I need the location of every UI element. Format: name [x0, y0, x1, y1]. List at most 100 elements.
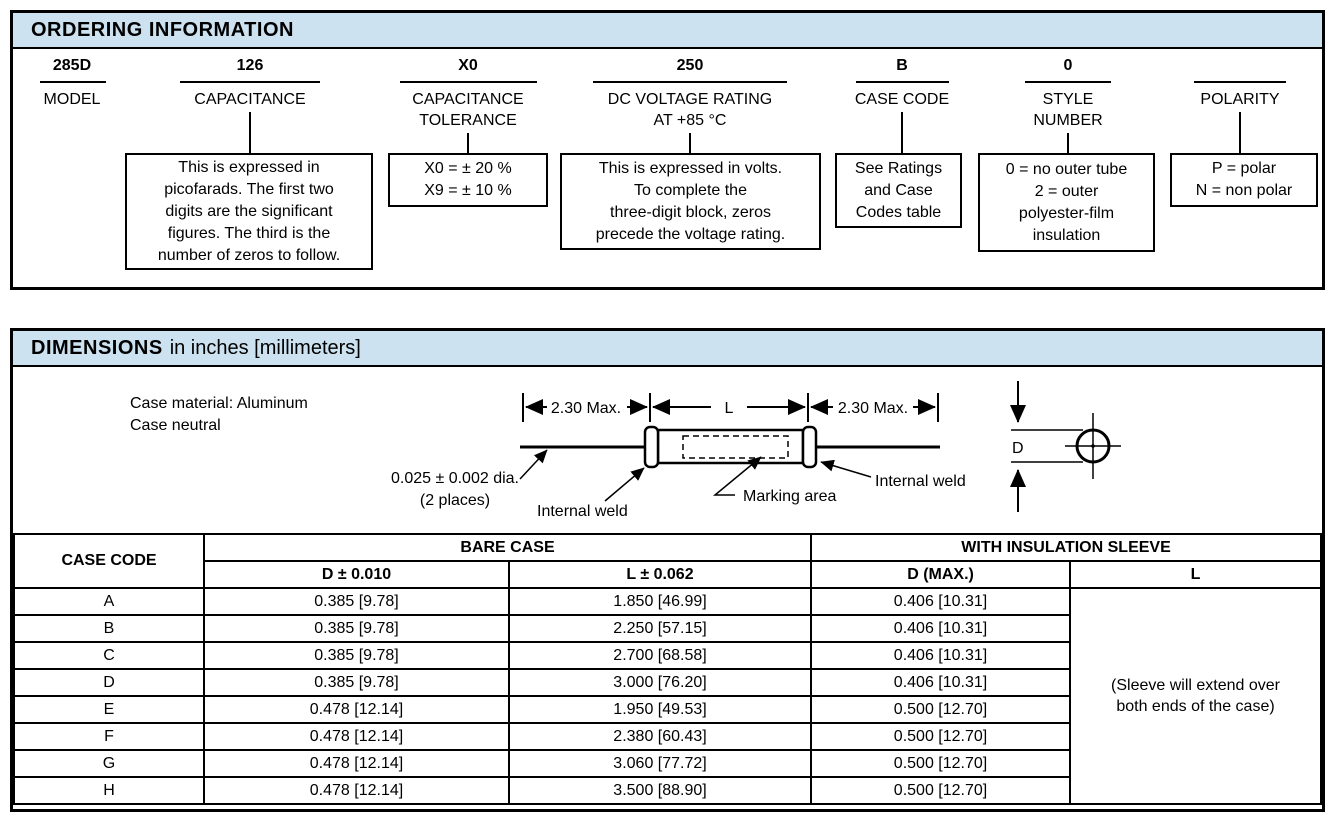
- cell-d: 0.478 [12.14]: [203, 749, 510, 778]
- cell-d: 0.478 [12.14]: [203, 722, 510, 751]
- cell-d-max: 0.500 [12.70]: [810, 776, 1072, 805]
- style-number-note: 0 = no outer tube 2 = outer polyester-fi…: [978, 153, 1155, 252]
- header-with-insulation-sleeve: WITH INSULATION SLEEVE: [810, 533, 1322, 562]
- voltage-code: 250: [676, 57, 704, 74]
- model-label: MODEL: [43, 91, 101, 108]
- header-case-code: CASE CODE: [13, 533, 205, 589]
- cell-l: 2.380 [60.43]: [507, 722, 813, 751]
- cell-d-max: 0.406 [10.31]: [810, 641, 1072, 670]
- table-row: E 0.478 [12.14] 1.950 [49.53] 0.500 [12.…: [13, 695, 1321, 724]
- cell-l: 2.700 [68.58]: [507, 641, 813, 670]
- left-end-cap: [643, 425, 660, 469]
- internal-weld-left-label: Internal weld: [537, 503, 628, 520]
- voltage-connector: [689, 133, 691, 153]
- dimensions-section: DIMENSIONS in inches [millimeters] Case …: [10, 328, 1325, 812]
- cell-l: 3.060 [77.72]: [507, 749, 813, 778]
- voltage-label: DC VOLTAGE RATING AT +85 °C: [607, 91, 773, 129]
- lead-diameter-leader: [519, 449, 548, 480]
- cell-d-max: 0.406 [10.31]: [810, 614, 1072, 643]
- case-code-note: See Ratings and Case Codes table: [835, 153, 962, 228]
- lead-diameter-places-label: (2 places): [420, 492, 490, 509]
- tolerance-code: X0: [458, 57, 478, 74]
- cell-l: 3.000 [76.20]: [507, 668, 813, 697]
- dim-text-mask-right: [833, 397, 913, 416]
- end-view-center-dot: [1091, 444, 1095, 448]
- internal-weld-right-label: Internal weld: [875, 473, 966, 490]
- polarity-label: POLARITY: [1200, 91, 1280, 108]
- diameter-end-view: D: [1010, 381, 1121, 512]
- table-row: F 0.478 [12.14] 2.380 [60.43] 0.500 [12.…: [13, 722, 1321, 751]
- model-code: 285D: [52, 57, 92, 74]
- cell-case-code: A: [13, 587, 205, 616]
- case-dimensions-table: CASE CODE BARE CASE WITH INSULATION SLEE…: [13, 533, 1322, 805]
- body-length-dimension: L: [725, 400, 734, 417]
- table-row: B 0.385 [9.78] 2.250 [57.15] 0.406 [10.3…: [13, 614, 1321, 643]
- header-l-sleeve: L: [1069, 560, 1322, 589]
- right-lead-dimension: 2.30 Max.: [838, 400, 908, 417]
- cell-case-code: B: [13, 614, 205, 643]
- voltage-note: This is expressed in volts. To complete …: [560, 153, 821, 250]
- cell-d: 0.478 [12.14]: [203, 776, 510, 805]
- style-number-code: 0: [1063, 57, 1073, 74]
- capacitor-outline-diagram: Case material: Aluminum Case neutral: [13, 367, 1322, 533]
- cell-case-code: C: [13, 641, 205, 670]
- cell-d: 0.385 [9.78]: [203, 614, 510, 643]
- right-end-cap: [801, 425, 818, 469]
- table-row: C 0.385 [9.78] 2.700 [68.58] 0.406 [10.3…: [13, 641, 1321, 670]
- table-row: G 0.478 [12.14] 3.060 [77.72] 0.500 [12.…: [13, 749, 1321, 778]
- polarity-rule: [1194, 81, 1286, 83]
- capacitance-code: 126: [236, 57, 264, 74]
- table-row: A 0.385 [9.78] 1.850 [46.99] 0.406 [10.3…: [13, 587, 1322, 805]
- cell-d: 0.385 [9.78]: [203, 587, 510, 616]
- cell-case-code: F: [13, 722, 205, 751]
- voltage-rule: [593, 81, 787, 83]
- part-number-breakdown: 285D MODEL 126 CAPACITANCE This is expre…: [13, 49, 1322, 285]
- internal-weld-left-leader: [604, 467, 645, 502]
- dimensions-section-header: DIMENSIONS in inches [millimeters]: [13, 331, 1322, 367]
- header-d: D ± 0.010: [203, 560, 510, 589]
- header-d-max: D (MAX.): [810, 560, 1072, 589]
- capacitance-connector: [249, 112, 251, 153]
- style-number-connector: [1067, 133, 1069, 153]
- marking-area-leader: [712, 456, 762, 496]
- style-number-label: STYLE NUMBER: [1033, 91, 1103, 129]
- case-code-connector: [901, 112, 903, 153]
- cell-d-max: 0.500 [12.70]: [810, 695, 1072, 724]
- lead-diameter-label: 0.025 ± 0.002 dia.: [391, 470, 519, 487]
- tolerance-note: X0 = ± 20 % X9 = ± 10 %: [388, 153, 548, 207]
- capacitor-outline-drawing: Case material: Aluminum Case neutral: [130, 381, 1121, 520]
- tolerance-label: CAPACITANCE TOLERANCE: [412, 91, 524, 129]
- dim-text-mask-mid: [711, 397, 747, 416]
- case-code-rule: [856, 81, 949, 83]
- cell-d: 0.385 [9.78]: [203, 668, 510, 697]
- cell-d: 0.478 [12.14]: [203, 695, 510, 724]
- cell-d: 0.385 [9.78]: [203, 641, 510, 670]
- table-row: H 0.478 [12.14] 3.500 [88.90] 0.500 [12.…: [13, 776, 1321, 805]
- marking-area-outline: [682, 435, 789, 459]
- case-material-label: Case material: Aluminum: [130, 395, 308, 412]
- table-group-header-row: CASE CODE BARE CASE WITH INSULATION SLEE…: [13, 533, 1322, 589]
- ordering-information-section: ORDERING INFORMATION 285D MODEL 126 CAPA…: [10, 10, 1325, 290]
- cell-case-code: D: [13, 668, 205, 697]
- dimension-ticks: [522, 393, 939, 422]
- cell-case-code: H: [13, 776, 205, 805]
- case-neutral-label: Case neutral: [130, 417, 221, 434]
- internal-weld-right-leader: [820, 459, 872, 478]
- dimensions-section-title: DIMENSIONS: [31, 336, 163, 359]
- table-subheader-row: D ± 0.010 L ± 0.062 D (MAX.) L: [14, 560, 1322, 589]
- cell-l: 1.850 [46.99]: [507, 587, 813, 616]
- header-bare-case: BARE CASE: [202, 533, 813, 562]
- ordering-section-title: ORDERING INFORMATION: [31, 18, 294, 41]
- capacitance-rule: [180, 81, 320, 83]
- ordering-section-header: ORDERING INFORMATION: [13, 13, 1322, 49]
- left-lead-dimension: 2.30 Max.: [551, 400, 621, 417]
- polarity-note: P = polar N = non polar: [1170, 153, 1318, 207]
- cell-case-code: E: [13, 695, 205, 724]
- table-row: D 0.385 [9.78] 3.000 [76.20] 0.406 [10.3…: [13, 668, 1321, 697]
- case-code-label: CASE CODE: [854, 91, 950, 108]
- dim-text-mask-left: [547, 397, 627, 416]
- dimensions-section-subtitle: in inches [millimeters]: [169, 336, 361, 359]
- cell-d-max: 0.500 [12.70]: [810, 749, 1072, 778]
- capacitance-note: This is expressed in picofarads. The fir…: [125, 153, 373, 270]
